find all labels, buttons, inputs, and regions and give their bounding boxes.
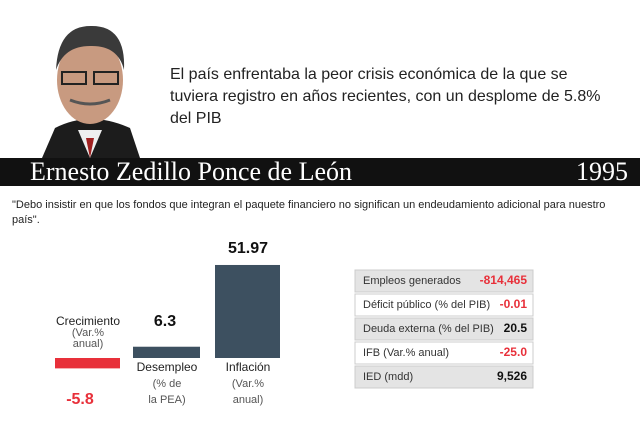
bar — [133, 346, 200, 358]
row-value: -25.0 — [500, 345, 528, 359]
quote: "Debo insistir en que los fondos que int… — [12, 199, 606, 226]
value-label: 6.3 — [154, 313, 176, 330]
category-label: Inflación — [226, 360, 271, 374]
row-value: -0.01 — [500, 297, 528, 311]
row-label: Deuda externa (% del PIB) — [363, 323, 494, 335]
name: Ernesto Zedillo Ponce de León — [30, 157, 353, 186]
value-label: 51.97 — [228, 240, 268, 257]
year: 1995 — [576, 157, 628, 186]
row-label: Empleos generados — [363, 275, 461, 287]
category-label: anual) — [233, 394, 264, 406]
category-label: Desempleo — [137, 360, 198, 374]
table-row — [354, 341, 534, 365]
row-label: Déficit público (% del PIB) — [363, 299, 490, 311]
table-row — [354, 317, 534, 341]
value-label: -5.8 — [66, 391, 94, 408]
table-row — [354, 365, 534, 389]
category-label: (Var.% — [232, 378, 264, 390]
portrait — [40, 20, 140, 158]
row-value: 9,526 — [497, 369, 527, 383]
row-value: 20.5 — [504, 321, 528, 335]
row-label: IFB (Var.% anual) — [363, 347, 449, 359]
table-row — [354, 293, 534, 317]
row-value: -814,465 — [480, 273, 528, 287]
name-band — [0, 158, 640, 186]
category-label: (% de — [153, 378, 182, 390]
category-label: Crecimiento — [56, 314, 120, 328]
bar — [55, 358, 120, 369]
category-label: (Var.% — [72, 327, 104, 339]
row-label: IED (mdd) — [363, 371, 413, 383]
table-row — [354, 269, 534, 293]
category-label: anual) — [73, 338, 104, 350]
statement: El país enfrentaba la peor crisis económ… — [170, 66, 601, 127]
bar — [215, 264, 280, 358]
category-label: la PEA) — [148, 394, 185, 406]
